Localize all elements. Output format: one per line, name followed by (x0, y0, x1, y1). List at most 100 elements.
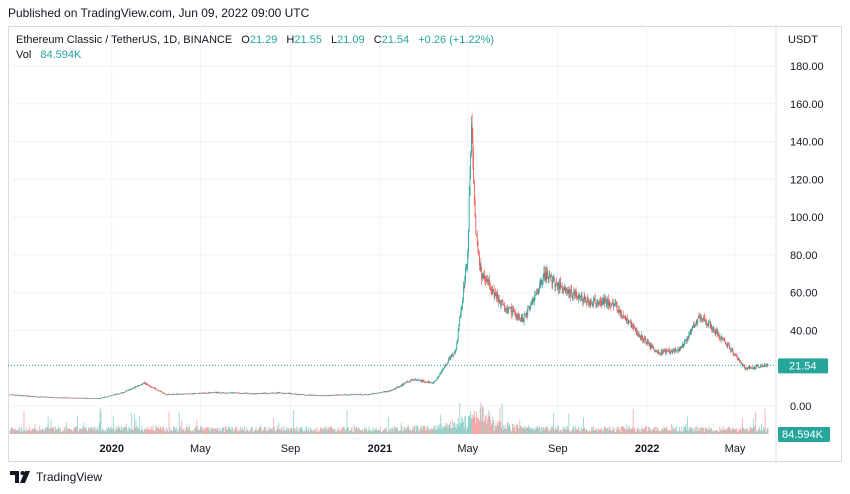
volume-bar (578, 428, 580, 434)
candle-body (517, 315, 518, 320)
volume-bar (566, 429, 568, 434)
volume-bar (537, 428, 539, 434)
candle-body (117, 393, 119, 395)
volume-bar (380, 426, 382, 434)
candle-body (532, 297, 534, 301)
volume-bar (160, 426, 162, 434)
candle-body (437, 377, 439, 379)
candle-body (320, 395, 321, 396)
volume-bar (740, 427, 742, 434)
candle-body (262, 392, 264, 394)
candle-body (692, 325, 693, 329)
volume-bar (538, 428, 540, 434)
candle-body (549, 275, 551, 277)
candle-body (131, 388, 133, 390)
candle-body (44, 396, 46, 398)
candle-body (512, 308, 513, 316)
candle-body (451, 354, 453, 357)
candle-body (94, 398, 96, 399)
candle-body (603, 297, 605, 305)
candle-body (725, 341, 726, 345)
volume-bar (58, 427, 60, 434)
candle-body (690, 329, 692, 335)
candle-body (211, 392, 213, 393)
candle-body (362, 394, 364, 396)
volume-bar (268, 428, 270, 434)
open-label: O (241, 34, 250, 46)
volume-bar (410, 430, 412, 434)
volume-bar (736, 431, 738, 434)
candle-body (501, 300, 503, 302)
volume-bar (264, 426, 266, 434)
volume-bar (256, 430, 258, 434)
candle-body (607, 298, 609, 305)
candle-body (356, 394, 357, 395)
volume-bar (249, 431, 250, 434)
candle-body (278, 392, 280, 393)
candle-body (87, 398, 89, 399)
candle-body (709, 321, 711, 328)
candle-body (253, 393, 255, 395)
candle-body (640, 334, 642, 339)
volume-bar (252, 431, 254, 434)
volume-bar (215, 428, 217, 434)
candle-body (254, 393, 256, 395)
candle-body (463, 287, 465, 289)
price-chart[interactable]: USDT 180.00160.00140.00120.00100.0080.00… (8, 26, 842, 462)
volume-bar (579, 430, 581, 434)
candle-body (602, 297, 604, 301)
candle-body (539, 285, 540, 289)
candle-body (429, 382, 431, 384)
candle-body (277, 392, 279, 394)
volume-bar (673, 428, 675, 434)
candle-body (328, 395, 330, 396)
candle-body (726, 344, 728, 347)
low-value: 21.09 (337, 34, 365, 46)
candle-body (764, 364, 766, 367)
candle-body (117, 393, 119, 395)
volume-bar (554, 429, 556, 434)
candle-body (508, 308, 510, 311)
volume-bar (235, 427, 237, 434)
candle-body (409, 381, 411, 383)
candle-body (375, 393, 377, 395)
candle-body (231, 392, 233, 393)
candle-body (568, 289, 570, 294)
candle-body (763, 366, 765, 367)
candle-body (128, 389, 130, 391)
candle-body (488, 280, 490, 281)
candle-body (93, 398, 95, 399)
volume-bar (333, 429, 335, 434)
volume-bar (764, 408, 766, 434)
volume-bar (131, 429, 133, 434)
volume-bar (517, 428, 519, 434)
volume-bar (195, 426, 197, 434)
volume-bar (617, 426, 619, 434)
volume-bar (590, 430, 592, 434)
volume-bar (246, 429, 248, 434)
volume-bar (510, 429, 512, 434)
candle-body (249, 392, 250, 394)
candle-body (659, 353, 661, 354)
candle-body (573, 290, 575, 293)
candle-body (717, 329, 718, 335)
candle-body (761, 365, 763, 366)
tradingview-footer[interactable]: TradingView (10, 470, 102, 484)
candle-body (727, 344, 729, 347)
volume-bar (464, 416, 466, 434)
volume-bar (112, 415, 114, 434)
candle-body (550, 274, 551, 276)
volume-bar (405, 429, 407, 434)
volume-bar (439, 427, 441, 434)
candle-body (169, 394, 171, 395)
candle-body (79, 397, 81, 399)
volume-bar (667, 430, 669, 434)
volume-bar (326, 430, 328, 434)
volume-bar (662, 429, 664, 434)
candle-body (502, 300, 504, 306)
volume-bar (518, 428, 520, 434)
volume-bar (469, 415, 471, 434)
candle-body (71, 397, 73, 399)
volume-bar (454, 427, 456, 434)
candle-body (352, 394, 354, 395)
